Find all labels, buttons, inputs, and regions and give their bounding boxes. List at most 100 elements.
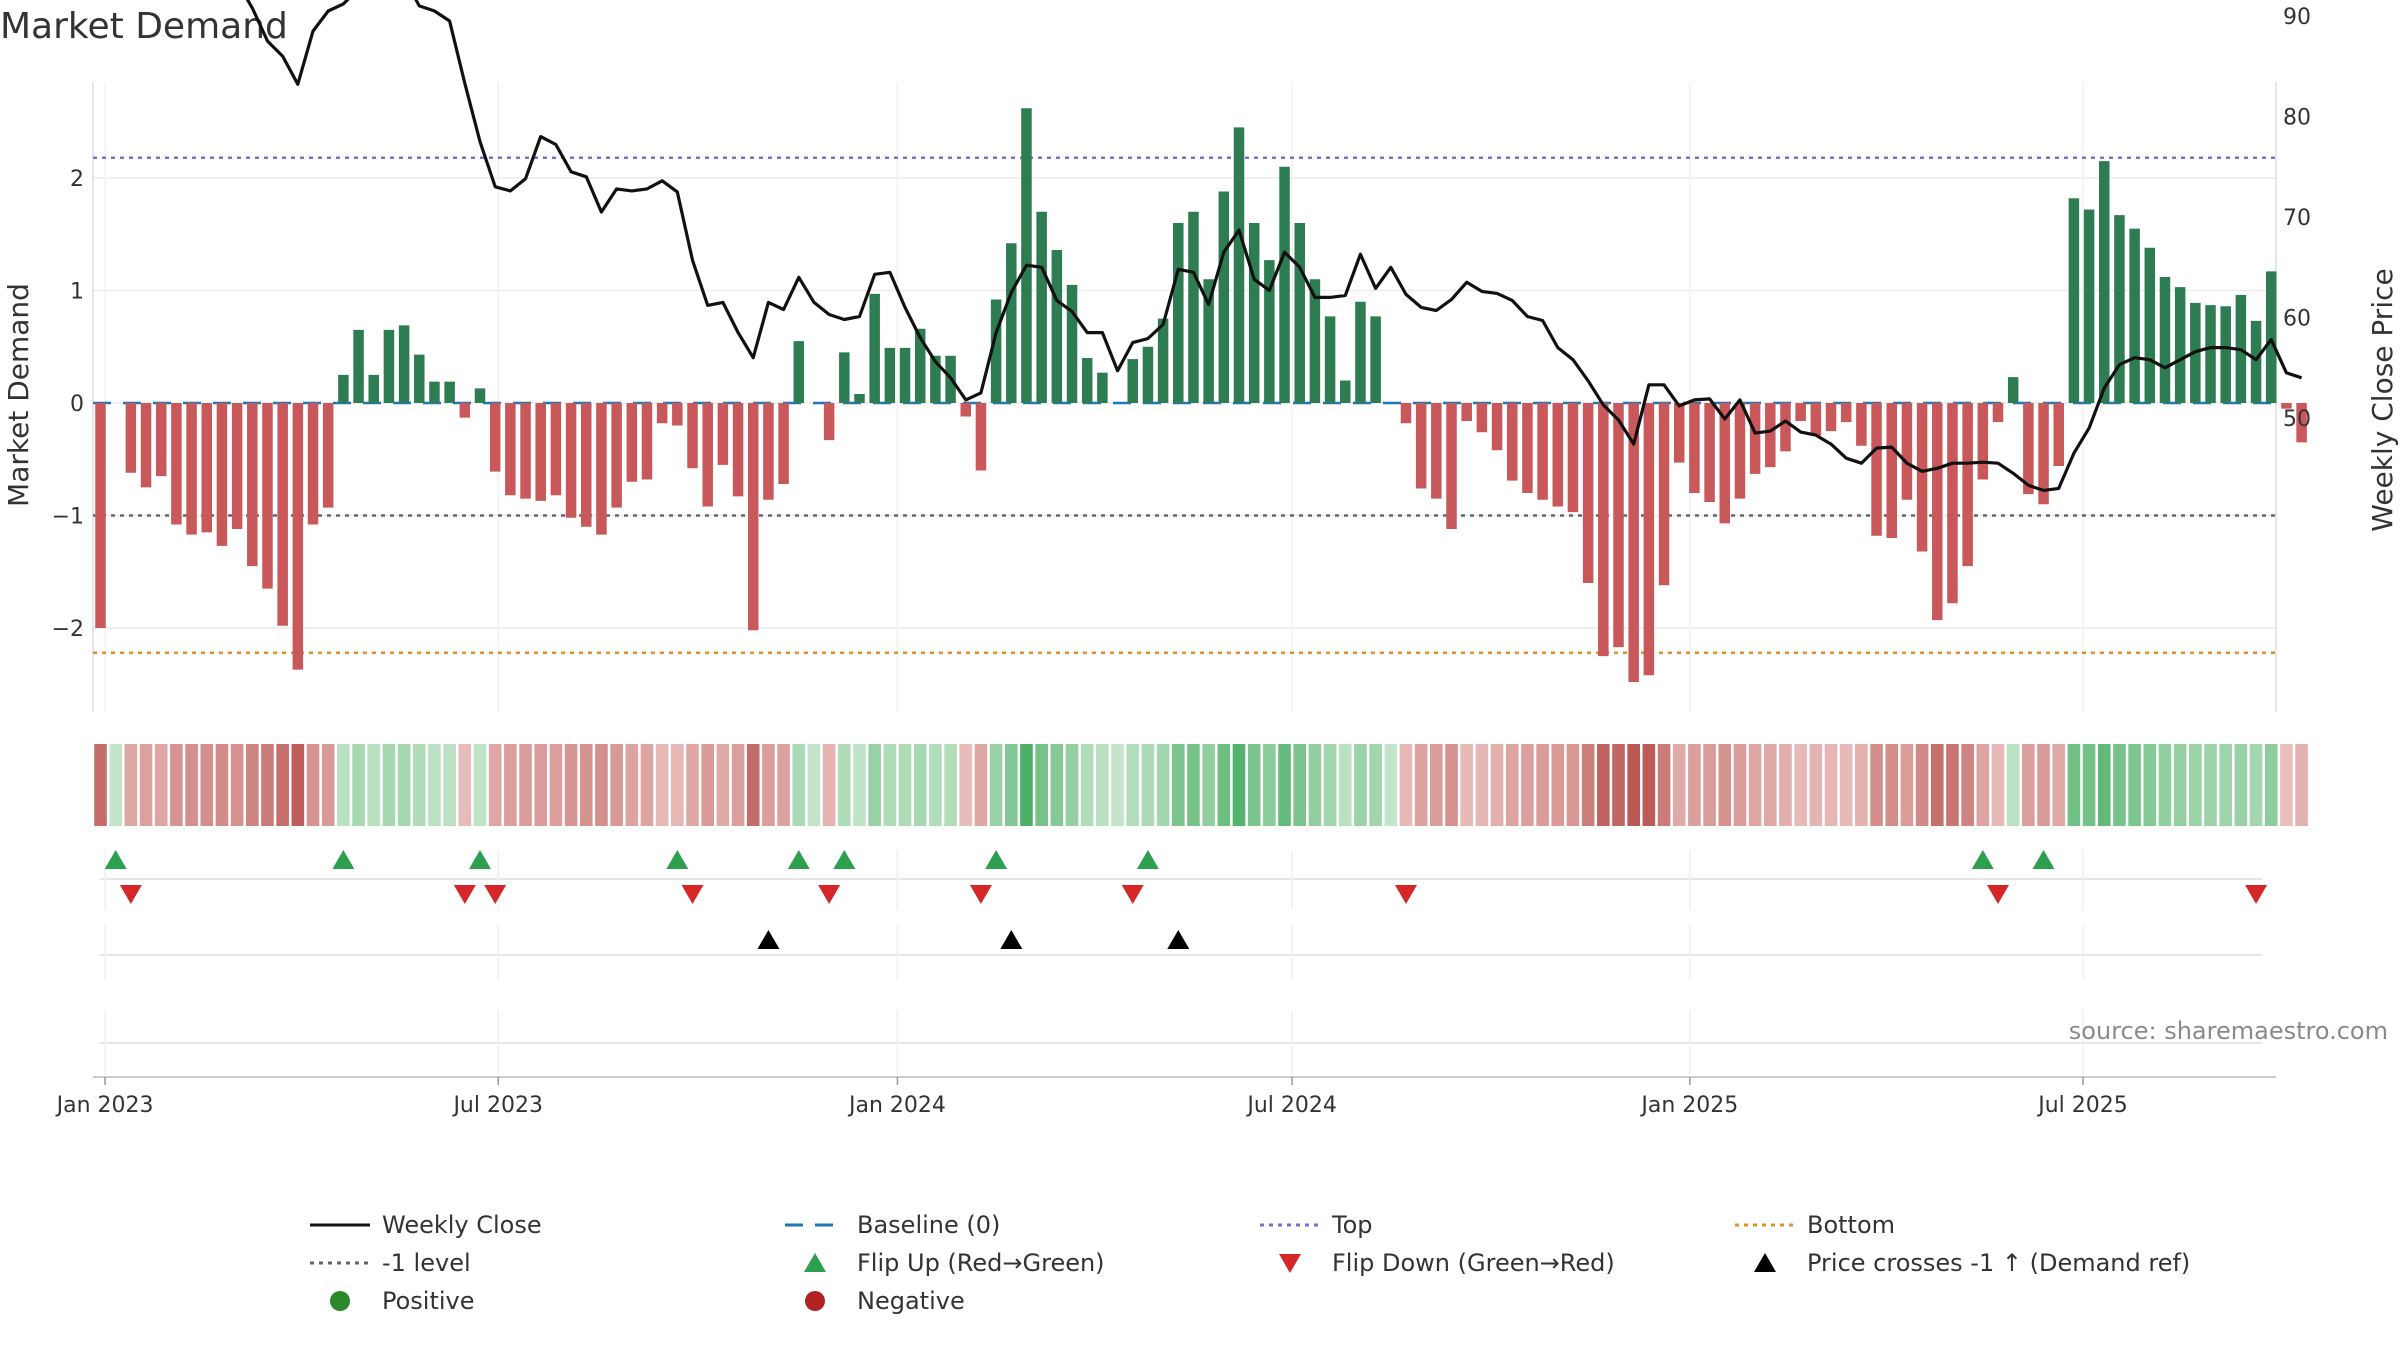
flip-up-marker <box>787 850 810 869</box>
demand-bar <box>125 403 137 473</box>
heat-cell <box>1642 744 1656 826</box>
demand-bar <box>262 403 273 589</box>
price-cross-marker <box>1167 930 1190 949</box>
heat-cell <box>1080 744 1094 826</box>
demand-bar <box>2068 198 2080 403</box>
demand-bar <box>1780 403 1791 452</box>
legend-label: Negative <box>857 1287 965 1315</box>
demand-bar <box>656 403 668 424</box>
heat-cell <box>1809 744 1823 826</box>
demand-bar <box>1279 166 1290 403</box>
right-axis-label: Weekly Close Price <box>2366 268 2399 531</box>
demand-bar <box>1810 403 1822 436</box>
heat-cell <box>2295 744 2308 826</box>
heat-cell <box>1688 744 1701 826</box>
heat-cell <box>1900 744 1914 826</box>
reference-lines <box>93 156 2276 654</box>
x-tick-label: Jan 2024 <box>847 1093 946 1118</box>
heat-cell <box>1748 744 1762 826</box>
legend-label: -1 level <box>382 1249 471 1277</box>
heat-cell <box>139 744 153 826</box>
heat-cell <box>94 744 107 826</box>
demand-bar <box>581 403 592 527</box>
x-tick-label: Jan 2023 <box>55 1093 154 1118</box>
legend-label: Flip Down (Green→Red) <box>1332 1249 1615 1277</box>
flip-down-marker <box>681 885 704 904</box>
price-cross-panel <box>100 925 2262 980</box>
heat-cell <box>170 744 183 826</box>
heat-cell <box>595 744 608 826</box>
demand-bar <box>930 355 941 403</box>
left-axis-label: Market Demand <box>2 283 35 507</box>
right-tick-label: 90 <box>2283 5 2311 30</box>
demand-bar <box>1233 127 1245 403</box>
demand-bar <box>1840 403 1852 423</box>
flip-down-marker <box>1987 885 2009 904</box>
heat-cell <box>1217 744 1231 826</box>
demand-bar <box>1643 403 1655 676</box>
heat-cell <box>306 744 320 826</box>
demand-bar <box>1977 403 1989 480</box>
left-tick-label: 0 <box>70 392 84 417</box>
legend-swatch <box>805 1291 825 1311</box>
price-cross-marker <box>757 930 780 949</box>
flip-up-marker <box>666 850 689 869</box>
heat-cell <box>1111 744 1124 826</box>
demand-bar <box>1294 223 1305 403</box>
demand-bar <box>778 403 789 484</box>
demand-bar <box>1765 403 1776 468</box>
heat-cell <box>838 744 851 826</box>
heat-cell <box>1672 744 1686 826</box>
demand-bar <box>368 374 379 403</box>
demand-bars <box>95 108 2307 682</box>
heat-cell <box>2264 744 2278 826</box>
heat-cell <box>397 744 411 826</box>
flip-down-marker <box>484 885 507 904</box>
demand-bar <box>292 403 304 670</box>
heat-cell <box>944 744 957 826</box>
heat-cell <box>321 744 335 826</box>
demand-bar <box>2296 403 2307 443</box>
demand-bar <box>763 403 774 500</box>
heat-cell <box>443 744 456 826</box>
heat-cell <box>200 744 214 826</box>
heat-cell <box>367 744 381 826</box>
demand-bar <box>1613 403 1624 648</box>
heat-cell <box>1794 744 1807 826</box>
heat-cell <box>610 744 623 826</box>
demand-bar <box>1825 403 1837 432</box>
heat-cell <box>412 744 426 826</box>
heat-cell <box>2022 744 2035 826</box>
demand-bar <box>1446 403 1457 529</box>
x-axis: Jan 2023 Jul 2023 Jan 2024 Jul 2024 Jan 2025… <box>55 1010 2276 1118</box>
heat-cell <box>1156 744 1170 826</box>
left-axis-ticks: −2 −1 0 1 2 <box>52 167 84 642</box>
demand-bar <box>459 403 471 418</box>
heat-cell <box>2173 744 2187 826</box>
heat-cell <box>1384 744 1398 826</box>
heat-cell <box>488 744 502 826</box>
demand-bar <box>1340 380 1351 403</box>
demand-bar <box>1886 403 1897 538</box>
heat-cell <box>2097 744 2111 826</box>
demand-bar <box>1036 211 1047 403</box>
heat-cell <box>276 744 289 826</box>
heat-cell <box>959 744 973 826</box>
heat-cell <box>762 744 775 826</box>
demand-bar <box>247 403 258 567</box>
demand-bar <box>1142 346 1154 403</box>
heat-cell <box>1475 744 1489 826</box>
x-tick-label: Jul 2025 <box>2036 1093 2128 1118</box>
heat-cell <box>2067 744 2081 826</box>
heat-cell <box>731 744 745 826</box>
demand-bar <box>429 381 440 403</box>
source-note: source: sharemaestro.com <box>2069 1017 2388 1045</box>
heat-cell <box>2082 744 2096 826</box>
demand-bar <box>687 403 698 469</box>
demand-bar <box>2265 271 2277 403</box>
demand-bar <box>960 403 972 417</box>
flip-up-marker <box>985 850 1008 869</box>
heat-cell <box>382 744 396 826</box>
heat-cell <box>504 744 517 826</box>
heat-cell <box>352 744 365 826</box>
